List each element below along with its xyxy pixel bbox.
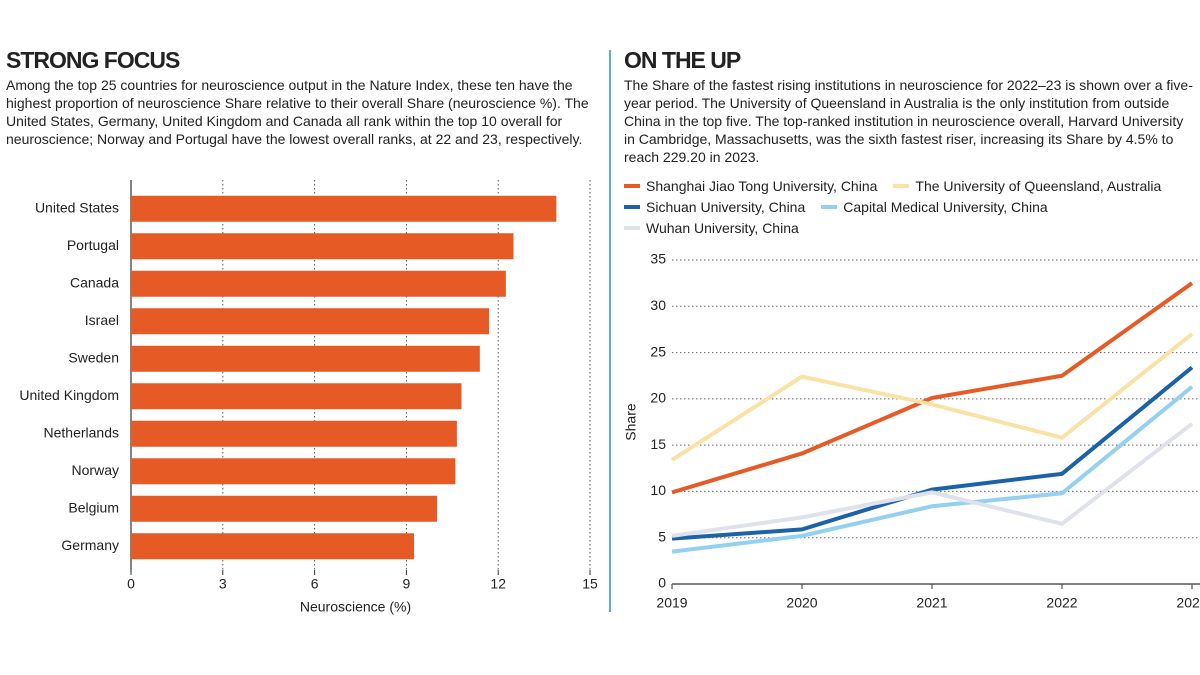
x-tick-label: 12 — [490, 576, 506, 592]
y-tick-label: Sweden — [68, 349, 119, 365]
chart-title: ON THE UP — [624, 47, 741, 73]
y-tick-label: 10 — [650, 482, 666, 498]
y-tick-label: 30 — [650, 297, 666, 313]
y-tick-label: United States — [35, 199, 119, 215]
bar — [131, 533, 415, 560]
series-line — [671, 281, 1194, 495]
x-tick-label: 0 — [127, 576, 135, 592]
x-tick-label: 2022 — [1046, 595, 1077, 611]
legend-item: Shanghai Jiao Tong University, China — [624, 178, 877, 194]
legend-swatch — [624, 184, 640, 188]
bar — [131, 458, 456, 485]
series-line — [671, 365, 1194, 541]
y-tick-label: Belgium — [68, 499, 119, 515]
legend-label: The University of Queensland, Australia — [915, 178, 1162, 194]
bar — [131, 270, 506, 297]
y-tick-label: Norway — [72, 462, 119, 478]
legend-swatch — [893, 184, 910, 188]
y-tick-label: 35 — [650, 251, 666, 267]
y-tick-label: 15 — [650, 436, 666, 452]
bar — [131, 495, 437, 522]
legend-item: Sichuan University, China — [624, 199, 805, 215]
x-tick-label: 2023 — [1176, 595, 1200, 611]
bar — [131, 345, 480, 372]
y-tick-label: Israel — [85, 312, 119, 328]
left-description: Among the top 25 countries for neuroscie… — [6, 77, 589, 147]
y-tick-label: Germany — [61, 537, 119, 553]
y-tick-label: 25 — [650, 343, 666, 359]
chart-title: STRONG FOCUS — [6, 47, 180, 73]
bar — [131, 308, 490, 335]
y-tick-label: Portugal — [67, 237, 119, 253]
legend: Shanghai Jiao Tong University, China The … — [624, 178, 1200, 236]
series-line — [671, 385, 1194, 554]
legend-swatch — [821, 205, 838, 209]
legend-item: Wuhan University, China — [624, 220, 799, 236]
bar — [131, 233, 514, 260]
legend-label: Shanghai Jiao Tong University, China — [646, 178, 878, 194]
y-tick-label: Canada — [70, 274, 119, 290]
legend-swatch — [624, 226, 640, 230]
x-tick-label: 2020 — [786, 595, 817, 611]
right-description: The Share of the fastest rising institut… — [624, 77, 1193, 165]
y-tick-label: United Kingdom — [19, 387, 119, 403]
y-tick-label: 20 — [650, 390, 666, 406]
y-tick-label: 0 — [658, 575, 666, 591]
legend-item: The University of Queensland, Australia — [893, 178, 1161, 194]
x-tick-label: 15 — [582, 576, 598, 592]
series-line — [670, 332, 1194, 462]
legend-swatch — [624, 205, 640, 209]
legend-label: Wuhan University, China — [646, 220, 799, 236]
bar — [131, 383, 462, 410]
x-tick-label: 2021 — [916, 595, 947, 611]
legend-item: Capital Medical University, China — [821, 199, 1048, 215]
legend-label: Sichuan University, China — [646, 199, 806, 215]
x-axis-label: Neuroscience (%) — [300, 599, 411, 615]
x-tick-label: 2019 — [656, 595, 687, 611]
bar — [131, 420, 457, 447]
series-line — [671, 422, 1194, 538]
y-tick-label: 5 — [658, 528, 666, 544]
x-tick-label: 6 — [311, 576, 319, 592]
x-tick-label: 9 — [403, 576, 411, 592]
y-axis-label: Share — [623, 403, 639, 441]
x-tick-label: 3 — [219, 576, 227, 592]
legend-label: Capital Medical University, China — [843, 199, 1048, 215]
bar — [131, 195, 557, 222]
y-tick-label: Netherlands — [44, 424, 120, 440]
